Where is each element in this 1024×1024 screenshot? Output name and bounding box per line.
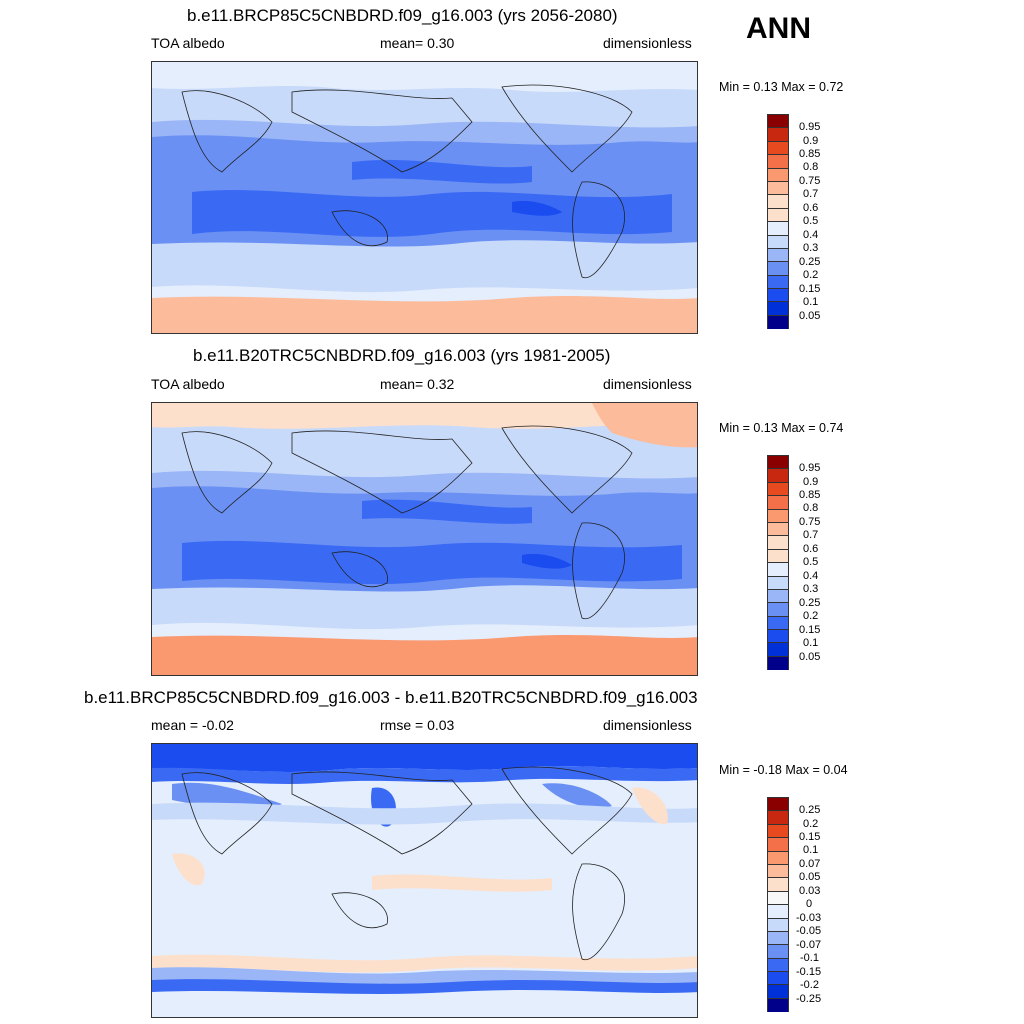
colorbar-tick: 0.85 — [799, 148, 821, 160]
colorbar-tick: 0.15 — [799, 624, 821, 636]
colorbar-tick: -0.2 — [800, 979, 819, 991]
colorbar-tick: 0.8 — [803, 161, 819, 173]
panel-2-minmax: Min = 0.13 Max = 0.74 — [719, 421, 844, 435]
colorbar-tick: 0.9 — [803, 135, 819, 147]
panel-2-colorbar — [767, 455, 789, 671]
colorbar-tick: 0.5 — [803, 556, 819, 568]
panel-3-map — [151, 743, 698, 1018]
colorbar-tick: 0.4 — [803, 229, 819, 241]
colorbar-tick: 0.03 — [799, 885, 821, 897]
panel-2-variable: TOA albedo — [151, 376, 225, 392]
colorbar-tick: 0.25 — [799, 597, 821, 609]
colorbar-tick: 0 — [806, 898, 813, 910]
colorbar-tick: 0.2 — [803, 610, 819, 622]
panel-3-mean: mean = -0.02 — [151, 717, 234, 733]
colorbar-tick: 0.3 — [803, 242, 819, 254]
colorbar-tick: -0.03 — [796, 912, 822, 924]
colorbar-tick: 0.5 — [803, 215, 819, 227]
colorbar-tick: 0.2 — [803, 269, 819, 281]
season-label: ANN — [746, 12, 811, 45]
colorbar-tick: 0.25 — [799, 256, 821, 268]
colorbar-tick: 0.95 — [799, 462, 821, 474]
panel-3-colorbar — [767, 797, 789, 1013]
colorbar-tick: 0.05 — [799, 871, 821, 883]
colorbar-tick: 0.4 — [803, 570, 819, 582]
colorbar-tick: 0.9 — [803, 476, 819, 488]
panel-3-units: dimensionless — [603, 717, 692, 733]
colorbar-tick: 0.3 — [803, 583, 819, 595]
colorbar-tick: 0.6 — [803, 202, 819, 214]
colorbar-tick: 0.15 — [799, 831, 821, 843]
panel-3-minmax: Min = -0.18 Max = 0.04 — [719, 763, 848, 777]
panel-3-rmse: rmse = 0.03 — [380, 717, 455, 733]
panel-2-map — [151, 402, 698, 676]
colorbar-tick: 0.75 — [799, 516, 821, 528]
panel-3-title: b.e11.BRCP85C5CNBDRD.f09_g16.003 - b.e11… — [84, 688, 698, 707]
panel-1-title: b.e11.BRCP85C5CNBDRD.f09_g16.003 (yrs 20… — [187, 6, 618, 25]
panel-2-units: dimensionless — [603, 376, 692, 392]
colorbar-tick: -0.1 — [800, 952, 819, 964]
colorbar-tick: 0.85 — [799, 489, 821, 501]
colorbar-tick: -0.05 — [796, 925, 822, 937]
colorbar-tick: -0.07 — [796, 939, 822, 951]
colorbar-tick: 0.8 — [803, 502, 819, 514]
colorbar-tick: 0.1 — [803, 637, 819, 649]
colorbar-tick: 0.75 — [799, 175, 821, 187]
panel-2-title: b.e11.B20TRC5CNBDRD.f09_g16.003 (yrs 198… — [193, 346, 611, 365]
colorbar-tick: 0.6 — [803, 543, 819, 555]
panel-1-variable: TOA albedo — [151, 35, 225, 51]
panel-1-units: dimensionless — [603, 35, 692, 51]
colorbar-tick: 0.05 — [799, 310, 821, 322]
colorbar-tick: 0.05 — [799, 651, 821, 663]
panel-2-mean: mean= 0.32 — [380, 376, 455, 392]
colorbar-tick: 0.2 — [803, 818, 819, 830]
colorbar-tick: 0.1 — [803, 844, 819, 856]
colorbar-tick: 0.07 — [799, 858, 821, 870]
panel-1-minmax: Min = 0.13 Max = 0.72 — [719, 80, 844, 94]
panel-1-map — [151, 61, 698, 334]
colorbar-tick: 0.25 — [799, 804, 821, 816]
colorbar-tick: 0.7 — [803, 188, 819, 200]
colorbar-tick: 0.1 — [803, 296, 819, 308]
colorbar-tick: -0.15 — [796, 966, 822, 978]
colorbar-tick: 0.7 — [803, 529, 819, 541]
panel-1-mean: mean= 0.30 — [380, 35, 455, 51]
colorbar-tick: 0.15 — [799, 283, 821, 295]
colorbar-tick: 0.95 — [799, 121, 821, 133]
colorbar-tick: -0.25 — [796, 993, 822, 1005]
panel-1-colorbar — [767, 114, 789, 330]
